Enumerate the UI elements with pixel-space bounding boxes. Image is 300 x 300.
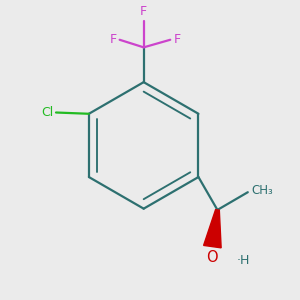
- Text: F: F: [109, 33, 116, 46]
- Text: F: F: [140, 5, 147, 18]
- Polygon shape: [204, 210, 221, 248]
- Text: ·H: ·H: [236, 254, 250, 267]
- Text: CH₃: CH₃: [252, 184, 273, 197]
- Text: Cl: Cl: [41, 106, 53, 119]
- Text: F: F: [173, 33, 181, 46]
- Text: O: O: [207, 250, 218, 265]
